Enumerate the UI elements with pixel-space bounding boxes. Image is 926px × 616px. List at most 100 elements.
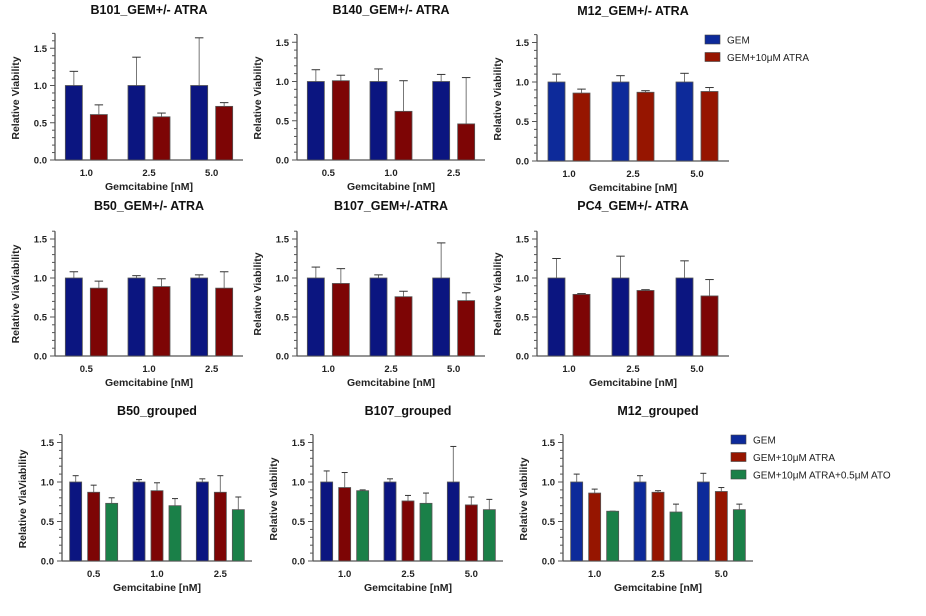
y-axis-label: Relative Viability [492,252,504,335]
chart-b107-grouped: B107_grouped 0.0 0.5 1.0 1.5 Relative Viabili… [268,404,503,594]
y-tick-label: 0.0 [276,156,289,167]
x-tick-label: 2.5 [626,364,640,375]
x-tick-label: 5.0 [465,569,478,580]
bar-gem [446,481,460,562]
x-tick-label: 1.0 [588,569,601,580]
x-tick-label: 5.0 [205,168,218,179]
x-tick-label: 5.0 [690,169,703,180]
chart-b50-grouped: B50_grouped 0.0 0.5 1.0 1.5 Relative ViaViabi… [17,404,252,594]
y-tick-label: 0.5 [516,117,530,128]
y-tick-label: 1.0 [276,77,289,88]
y-axis-label: Relative Viability [10,56,22,139]
bar-gem-10-m-atra [213,491,227,562]
bar-gem-10-m-atra [700,295,719,357]
x-axis-label: Gemcitabine [nM] [364,582,452,594]
legend-label: GEM+10μM ATRA [727,53,809,64]
bar-gem-10-m-atra [636,91,655,162]
bar-gem-10-m-atra [152,116,171,161]
x-tick-label: 2.5 [214,569,228,580]
bar-gem-10-m-atra [331,80,350,161]
y-tick-label: 1.0 [34,274,47,285]
chart-pc4-gem-atra: PC4_GEM+/- ATRA 0.0 0.5 1.0 1.5 Relative Viab… [492,199,729,389]
y-tick-label: 1.0 [34,81,47,92]
y-tick-label: 0.5 [34,118,48,129]
bar-gem-10-m-atra [331,283,350,357]
chart-b107-gem-atra: B107_GEM+/-ATRA 0.0 0.5 1.0 1.5 Relative Viab… [252,199,485,389]
bar-gem [547,81,566,162]
bar-gem [190,85,209,161]
bar-gem-10-m-atra [464,504,478,562]
y-tick-label: 0.5 [41,517,55,528]
chart-title: B107_grouped [365,404,452,418]
x-tick-label: 1.0 [562,169,575,180]
bar-gem-10-m-atra [457,300,476,357]
bar-gem-10-m-atra [700,91,719,162]
y-tick-label: 1.5 [276,38,290,49]
legend-label: GEM [753,436,776,447]
bar-gem [190,277,209,357]
x-tick-label: 2.5 [384,364,398,375]
bar-gem [132,481,146,562]
y-tick-label: 0.0 [276,352,289,363]
legend-swatch [730,452,747,462]
bar-gem-10-m-atra-0-5-m-ato [669,511,683,562]
bar-gem-10-m-atra-0-5-m-ato [419,502,433,562]
y-tick-label: 1.0 [276,274,289,285]
bar-gem-10-m-atra [215,287,234,357]
chart-b101-gem-atra: B101_GEM+/- ATRA 0.0 0.5 1.0 1.5 Relative Via… [10,3,243,193]
bar-gem [696,481,710,562]
x-axis-label: Gemcitabine [nM] [347,377,435,389]
x-tick-label: 2.5 [447,168,461,179]
bar-gem [306,81,325,161]
x-tick-label: 2.5 [651,569,665,580]
bar-gem-10-m-atra [572,293,591,357]
bar-gem [320,481,334,562]
legend-label: GEM+10μM ATRA+0.5μM ATO [753,471,891,482]
x-tick-label: 1.0 [338,569,351,580]
x-tick-label: 5.0 [715,569,728,580]
y-tick-label: 0.0 [516,157,529,168]
bar-gem-10-m-atra-0-5-m-ato [606,510,620,562]
bar-gem-10-m-atra [636,290,655,357]
y-tick-label: 1.0 [516,78,529,89]
bar-gem-10-m-atra [651,491,665,562]
legend-label: GEM+10μM ATRA [753,453,835,464]
bar-gem [432,81,451,161]
chart-title: M12_GEM+/- ATRA [577,4,688,18]
y-axis-label: Relative Viability [252,252,264,335]
y-tick-label: 0.5 [276,116,290,127]
x-tick-label: 1.0 [150,569,163,580]
y-tick-label: 0.0 [34,352,47,363]
chart-title: B50_grouped [117,404,197,418]
bar-gem-10-m-atra [572,92,591,162]
chart-m12-gem-atra: M12_GEM+/- ATRA 0.0 0.5 1.0 1.5 Relative Viab… [492,4,809,194]
y-tick-label: 1.5 [276,235,290,246]
y-tick-label: 1.5 [516,38,530,49]
x-tick-label: 0.5 [87,569,101,580]
y-axis-label: Relative ViaViability [10,244,22,343]
x-tick-label: 1.0 [80,168,93,179]
x-tick-label: 0.5 [80,364,94,375]
y-tick-label: 1.0 [292,478,305,489]
y-axis-label: Relative Viability [252,56,264,139]
bar-gem-10-m-atra [87,491,101,562]
x-axis-label: Gemcitabine [nM] [614,582,702,594]
x-tick-label: 2.5 [626,169,640,180]
y-tick-label: 0.0 [542,557,555,568]
y-tick-label: 1.5 [516,235,530,246]
y-tick-label: 1.5 [542,438,556,449]
chart-b140-gem-atra: B140_GEM+/- ATRA 0.0 0.5 1.0 1.5 Relative Via… [252,3,485,193]
bar-gem-10-m-atra-0-5-m-ato [105,502,119,562]
bar-gem-10-m-atra [338,487,352,562]
bar-gem [369,277,388,357]
y-tick-label: 0.0 [41,557,54,568]
y-tick-label: 1.5 [34,235,48,246]
y-tick-label: 1.5 [292,438,306,449]
bar-gem [383,481,397,562]
y-axis-label: Relative Viability [268,457,280,540]
chart-title: B101_GEM+/- ATRA [90,3,207,17]
chart-m12-grouped: M12_grouped 0.0 0.5 1.0 1.5 Relative Viabilit… [518,404,891,594]
y-tick-label: 0.0 [516,352,529,363]
bar-gem [127,85,146,161]
bar-gem-10-m-atra [394,110,413,161]
